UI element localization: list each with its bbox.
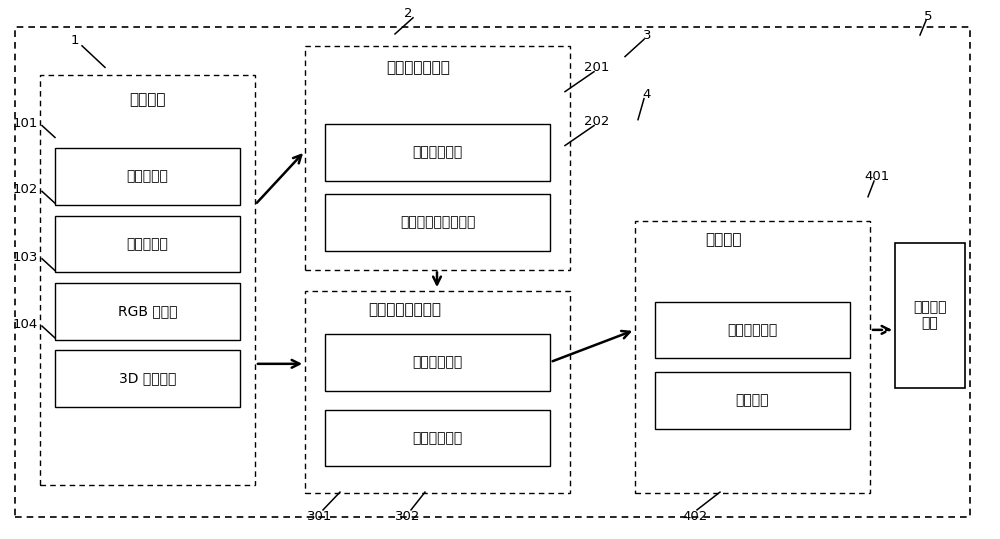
Text: 302: 302 (395, 510, 421, 523)
Text: 401: 401 (864, 170, 890, 183)
Bar (55, 283, 240, 340)
Bar (55, 148, 240, 205)
Text: 5: 5 (924, 10, 932, 23)
Text: 201: 201 (584, 61, 610, 74)
Text: 102: 102 (12, 183, 38, 196)
Bar (55, 216, 240, 272)
Bar (895, 243, 965, 388)
Text: 3D 体感芯片: 3D 体感芯片 (119, 372, 176, 385)
Text: 101: 101 (12, 118, 38, 130)
Bar (325, 334, 550, 391)
Bar (635, 221, 870, 493)
Text: 动作识别模块: 动作识别模块 (412, 356, 463, 369)
Text: 104: 104 (12, 318, 38, 331)
Bar (40, 75, 255, 485)
Bar (325, 194, 550, 251)
Text: 危险动作识别模块: 危险动作识别模块 (368, 302, 442, 317)
Text: 202: 202 (584, 115, 610, 128)
Text: 动作库训练模块: 动作库训练模块 (386, 60, 450, 75)
Text: 网络模块: 网络模块 (736, 393, 769, 407)
Text: 4: 4 (643, 88, 651, 101)
Text: 预警模块: 预警模块 (706, 232, 742, 247)
Bar (305, 291, 570, 493)
Text: 1: 1 (71, 34, 79, 47)
Bar (325, 124, 550, 181)
Text: 红外接收器: 红外接收器 (127, 237, 168, 251)
Text: RGB 摄像头: RGB 摄像头 (118, 305, 177, 318)
Bar (55, 350, 240, 407)
Bar (655, 302, 850, 358)
Bar (655, 372, 850, 429)
Text: 危险暴力动作数据库: 危险暴力动作数据库 (400, 216, 475, 229)
Text: 预警推送模块: 预警推送模块 (727, 323, 778, 337)
Text: 2: 2 (404, 7, 412, 20)
Text: 体感设备: 体感设备 (130, 92, 166, 107)
Text: 3: 3 (643, 29, 651, 42)
Text: 红外发射器: 红外发射器 (127, 170, 168, 183)
Text: 告警生成模块: 告警生成模块 (412, 431, 463, 445)
Text: 301: 301 (307, 510, 333, 523)
Bar (325, 410, 550, 466)
Text: 动作学习模块: 动作学习模块 (412, 146, 463, 159)
Text: 402: 402 (682, 510, 708, 523)
Text: 其它智能
设备: 其它智能 设备 (913, 300, 947, 330)
Text: 103: 103 (12, 251, 38, 264)
Bar (305, 46, 570, 270)
